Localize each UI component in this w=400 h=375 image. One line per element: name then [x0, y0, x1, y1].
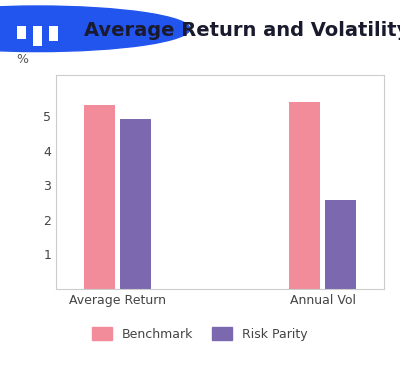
Text: Average Return and Volatility: Average Return and Volatility	[84, 21, 400, 39]
Legend: Benchmark, Risk Parity: Benchmark, Risk Parity	[87, 322, 313, 346]
Bar	[289, 102, 320, 289]
FancyBboxPatch shape	[33, 26, 42, 46]
Bar	[325, 200, 356, 289]
Circle shape	[0, 6, 190, 52]
FancyBboxPatch shape	[17, 26, 26, 39]
Text: %: %	[17, 54, 29, 66]
FancyBboxPatch shape	[49, 26, 58, 41]
Bar	[120, 119, 151, 289]
Bar	[84, 105, 115, 289]
